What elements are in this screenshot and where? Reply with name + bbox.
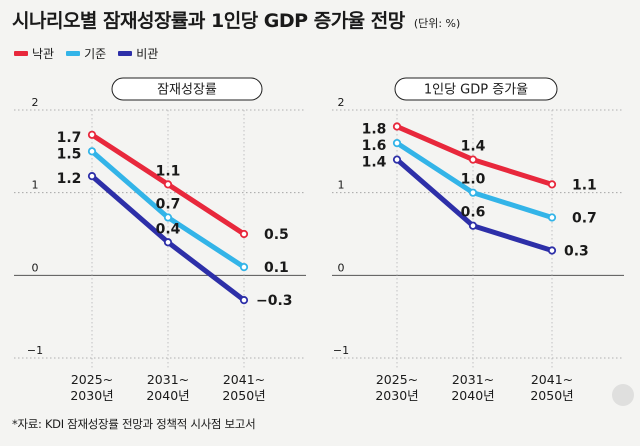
data-label: −0.3 (256, 293, 293, 309)
data-label: 1.4 (362, 155, 387, 171)
data-label: 1.6 (362, 138, 387, 154)
data-label: 1.5 (57, 146, 82, 162)
data-label: 0.7 (572, 210, 597, 226)
panel-header-pill (111, 77, 263, 101)
legend-label: 낙관 (32, 47, 55, 61)
x-category-label: 2041~ (223, 372, 265, 387)
legend-item-optimistic: 낙관 (14, 45, 54, 62)
unit-label: (단위: %) (413, 17, 461, 30)
panel-header-box (394, 77, 558, 101)
data-label: 0.7 (156, 196, 181, 212)
x-category-label: 2041~ (531, 372, 573, 387)
data-point (239, 262, 249, 272)
legend: 낙관 기준 비관 (14, 45, 158, 62)
x-category-label: 2030년 (375, 388, 418, 403)
data-label: 0.5 (264, 227, 289, 243)
x-category-label: 2050년 (530, 388, 573, 403)
data-point (163, 213, 173, 222)
legend-label: 기준 (84, 47, 107, 61)
data-label: 0.6 (461, 205, 486, 221)
y-tick-label: 1 (32, 179, 39, 192)
data-label: 1.0 (461, 172, 486, 188)
y-tick-label: −1 (333, 344, 349, 357)
data-point (392, 138, 402, 148)
data-label: 0.1 (264, 260, 289, 276)
data-point (392, 155, 402, 164)
data-label: 1.8 (362, 122, 387, 138)
legend-swatch (66, 51, 81, 56)
x-category-label: 2030년 (70, 388, 113, 403)
x-category-label: 2050년 (222, 388, 265, 403)
data-label: 1.1 (572, 177, 597, 193)
legend-swatch (14, 51, 28, 56)
y-tick-label: −1 (27, 344, 43, 357)
panel-title: 1인당 GDP 증가율 (424, 83, 528, 98)
data-point (163, 238, 173, 247)
data-label: 1.7 (57, 130, 82, 146)
data-point (547, 180, 557, 189)
data-point (468, 188, 478, 197)
chart-title: 시나리오별 잠재성장률과 1인당 GDP 증가율 전망 (12, 10, 405, 32)
data-point (87, 147, 97, 156)
watermark-icon (612, 384, 634, 406)
title-row: 시나리오별 잠재성장률과 1인당 GDP 증가율 전망 (단위: %) (12, 6, 460, 33)
legend-item-baseline: 기준 (66, 45, 106, 62)
data-point (468, 221, 478, 230)
y-tick-label: 2 (32, 96, 39, 109)
y-tick-label: 1 (338, 179, 345, 192)
data-point (392, 122, 402, 131)
data-label: 1.2 (57, 171, 82, 187)
data-point (87, 130, 97, 139)
x-category-label: 2025~ (71, 372, 113, 387)
panel-title: 잠재성장률 (157, 83, 217, 98)
data-point (163, 180, 173, 189)
data-point (547, 246, 557, 255)
y-tick-label: 0 (32, 261, 39, 274)
y-tick-label: 0 (338, 261, 345, 274)
source-note: *자료: KDI 잠재성장률 전망과 정책적 시사점 보고서 (12, 417, 256, 431)
data-point (87, 172, 97, 181)
x-category-label: 2025~ (376, 372, 418, 387)
data-label: 1.1 (156, 163, 181, 179)
data-point (468, 155, 478, 164)
data-point (547, 213, 557, 222)
x-category-label: 2031~ (147, 372, 189, 387)
data-label: 1.4 (461, 139, 486, 155)
x-category-label: 2040년 (146, 388, 189, 403)
legend-swatch (118, 51, 133, 56)
data-point (239, 229, 249, 239)
data-label: 0.3 (564, 244, 589, 260)
panel-header-box (111, 77, 263, 101)
x-category-label: 2031~ (452, 372, 494, 387)
data-point (239, 296, 249, 305)
y-tick-label: 2 (338, 96, 345, 109)
legend-label: 비관 (136, 47, 159, 61)
legend-item-pessimistic: 비관 (118, 45, 158, 62)
x-category-label: 2040년 (451, 388, 494, 403)
data-label: 0.4 (156, 221, 181, 237)
panel-header-pill (394, 77, 558, 101)
